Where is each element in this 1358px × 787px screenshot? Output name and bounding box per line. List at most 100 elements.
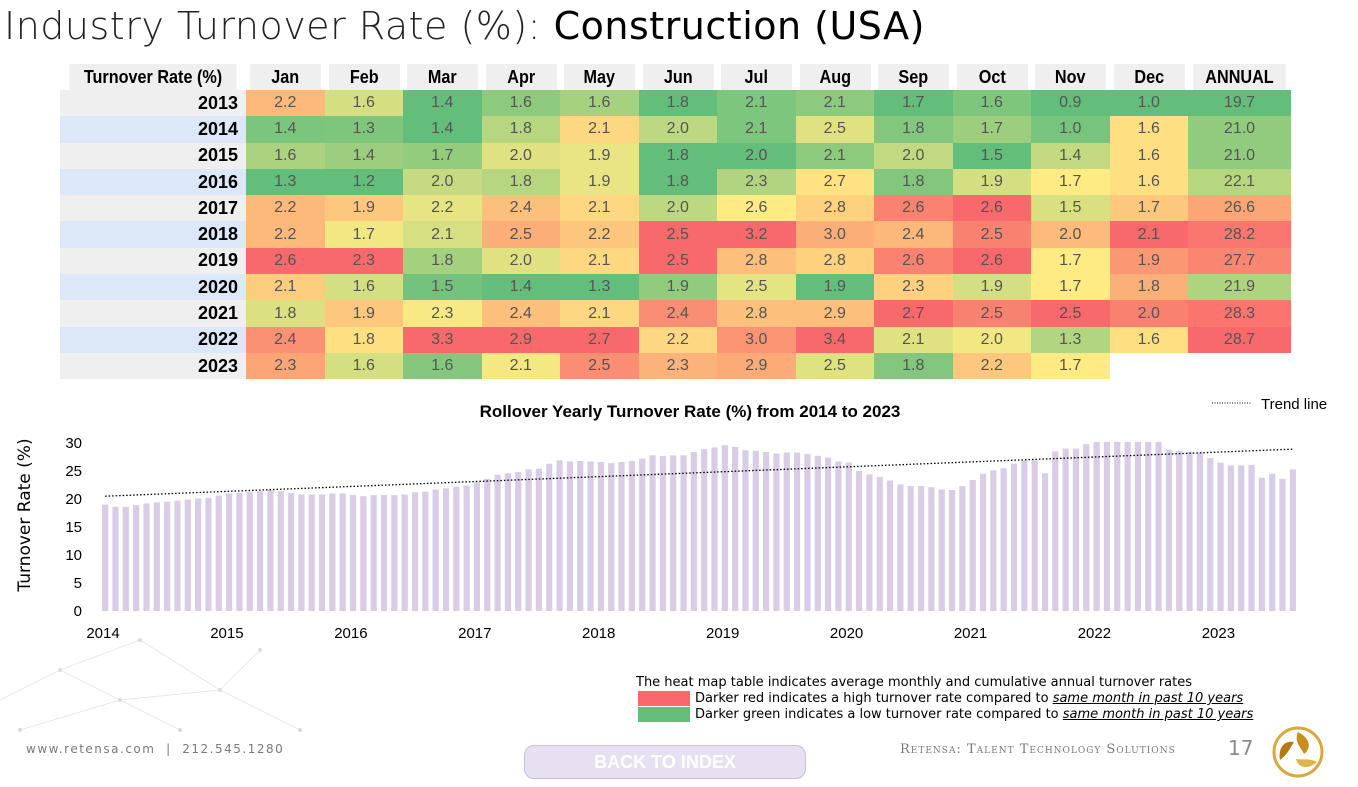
heatmap-annual-cell: 27.7: [1188, 247, 1291, 275]
chart-bar: [1196, 452, 1203, 611]
chart-bar: [566, 461, 574, 611]
heatmap-year-label: 2021: [60, 300, 246, 327]
chart-bar: [184, 499, 191, 611]
heatmap-cell: 1.9: [638, 274, 717, 301]
chart-title: Rollover Yearly Turnover Rate (%) from 2…: [480, 402, 901, 421]
chart-bar: [1248, 464, 1255, 611]
heatmap-cell: 1.4: [324, 142, 403, 169]
chart-bar: [825, 457, 832, 611]
heatmap-cell: 2.5: [795, 352, 874, 380]
heatmap-cell: 2.2: [246, 221, 325, 248]
heatmap-cell: 1.8: [324, 326, 403, 353]
heatmap-cell: 2.4: [481, 300, 560, 327]
chart-bar: [1083, 444, 1090, 611]
legend-red-emphasis: same month in past 10 years: [1052, 691, 1244, 706]
chart-bar: [1041, 473, 1049, 611]
chart-bar: [112, 506, 119, 611]
heatmap-cell: 2.3: [403, 300, 482, 327]
chart-bar: [979, 473, 987, 611]
heatmap-column-header: Feb: [328, 64, 400, 90]
heatmap-cell: 1.0: [1031, 116, 1110, 143]
heatmap-cell: 1.9: [952, 168, 1031, 196]
chart-bar: [1176, 450, 1183, 611]
chart-bar: [535, 468, 543, 611]
chart-bar: [907, 486, 914, 611]
heatmap-cell: 1.6: [1109, 142, 1188, 169]
chart-bar: [143, 503, 150, 611]
chart-bar: [277, 491, 284, 611]
heatmap-annual-cell: 26.6: [1188, 195, 1291, 222]
heatmap-table: Turnover Rate (%) Jan Feb Mar Apr May Jun Jul Au…: [60, 64, 1291, 380]
chart-bar: [226, 493, 233, 611]
heatmap-cell: 1.6: [560, 90, 639, 117]
chart-bar: [164, 501, 171, 611]
heatmap-cell: 2.0: [481, 247, 560, 275]
legend-intro: The heat map table indicates average mon…: [636, 675, 1193, 690]
chart-bar: [246, 491, 253, 611]
heatmap-cell: 2.1: [874, 326, 953, 353]
chart-bar: [556, 460, 563, 611]
red-swatch: [638, 691, 690, 706]
heatmap-cell: 1.7: [324, 221, 403, 248]
heatmap-cell: 1.7: [403, 142, 482, 169]
chart-bar: [1114, 441, 1121, 611]
page-title-prefix: Industry Turnover Rate (%):: [4, 4, 554, 48]
heatmap-row: 2015 1.6 1.4 1.7 2.0 1.9 1.8 2.0 2.1 2.0 1.5 1.4 1.6…: [60, 142, 1291, 169]
heatmap-cell: 2.0: [481, 142, 560, 169]
chart-bar: [380, 495, 388, 611]
heatmap-cell: 1.8: [403, 247, 482, 275]
chart-bar: [577, 460, 584, 611]
chart-bar: [721, 445, 728, 611]
heatmap-cell: 2.6: [952, 247, 1031, 275]
chart-bar: [649, 455, 656, 611]
heatmap-year-label: 2014: [60, 116, 246, 143]
heatmap-cell: 1.6: [246, 142, 325, 169]
chart-bar: [876, 477, 883, 611]
x-tick-label: 2018: [582, 625, 615, 642]
heatmap-cell: 2.4: [874, 221, 953, 248]
heatmap-cell: 2.3: [638, 352, 717, 380]
heatmap-row: 2013 2.2 1.6 1.4 1.6 1.6 1.8 2.1 2.1 1.7 1.6 0.9 1.0…: [60, 90, 1291, 117]
heatmap-cell: 1.7: [1031, 274, 1110, 301]
heatmap-cell: 1.6: [1109, 326, 1188, 353]
chart-bar: [546, 463, 553, 611]
heatmap-cell: 1.8: [638, 168, 717, 196]
heatmap-cell: 2.3: [717, 168, 796, 196]
heatmap-cell: 1.9: [324, 195, 403, 222]
heatmap-column-header: Aug: [799, 64, 871, 90]
chart-bar: [969, 479, 976, 611]
chart-bar: [1289, 469, 1296, 611]
retensa-logo-icon: [1272, 726, 1324, 778]
heatmap-cell: 1.3: [246, 168, 325, 196]
heatmap-cell: 1.7: [1031, 352, 1110, 380]
heatmap-cell: 2.0: [952, 326, 1031, 353]
legend-green-emphasis: same month in past 10 years: [1062, 707, 1254, 722]
y-tick-label: 30: [65, 435, 82, 452]
chart-bar: [308, 494, 315, 611]
heatmap-cell: 2.0: [717, 142, 796, 169]
heatmap-cell: 2.0: [1031, 221, 1110, 248]
page-title-industry: Construction (USA): [553, 4, 925, 48]
heatmap-cell: 1.8: [481, 168, 560, 196]
chart-bar: [659, 455, 666, 611]
y-tick-label: 20: [65, 491, 82, 508]
heatmap-cell: 1.6: [324, 90, 403, 117]
footer-website[interactable]: www.retensa.com: [26, 742, 156, 756]
chart-bar: [835, 461, 842, 611]
heatmap-column-header: Dec: [1113, 64, 1185, 90]
chart-bar: [917, 486, 925, 611]
network-decoration: [0, 638, 302, 732]
chart-bar: [401, 494, 408, 611]
back-to-index-button[interactable]: BACK TO INDEX: [524, 745, 806, 779]
heatmap-cell: 2.1: [560, 300, 639, 327]
x-tick-label: 2020: [830, 625, 863, 642]
heatmap-cell: 1.6: [1109, 116, 1188, 143]
trend-legend: Trend line: [1212, 396, 1327, 413]
chart-bar: [370, 495, 377, 611]
chart-bar: [174, 500, 181, 611]
chart-bar: [360, 496, 367, 611]
y-tick-label: 5: [74, 575, 82, 592]
chart-bar: [711, 447, 718, 611]
heatmap-row: 2016 1.3 1.2 2.0 1.8 1.9 1.8 2.3 2.7 1.8 1.9 1.7 1.6…: [60, 168, 1291, 196]
heatmap-cell: 2.1: [717, 116, 796, 143]
